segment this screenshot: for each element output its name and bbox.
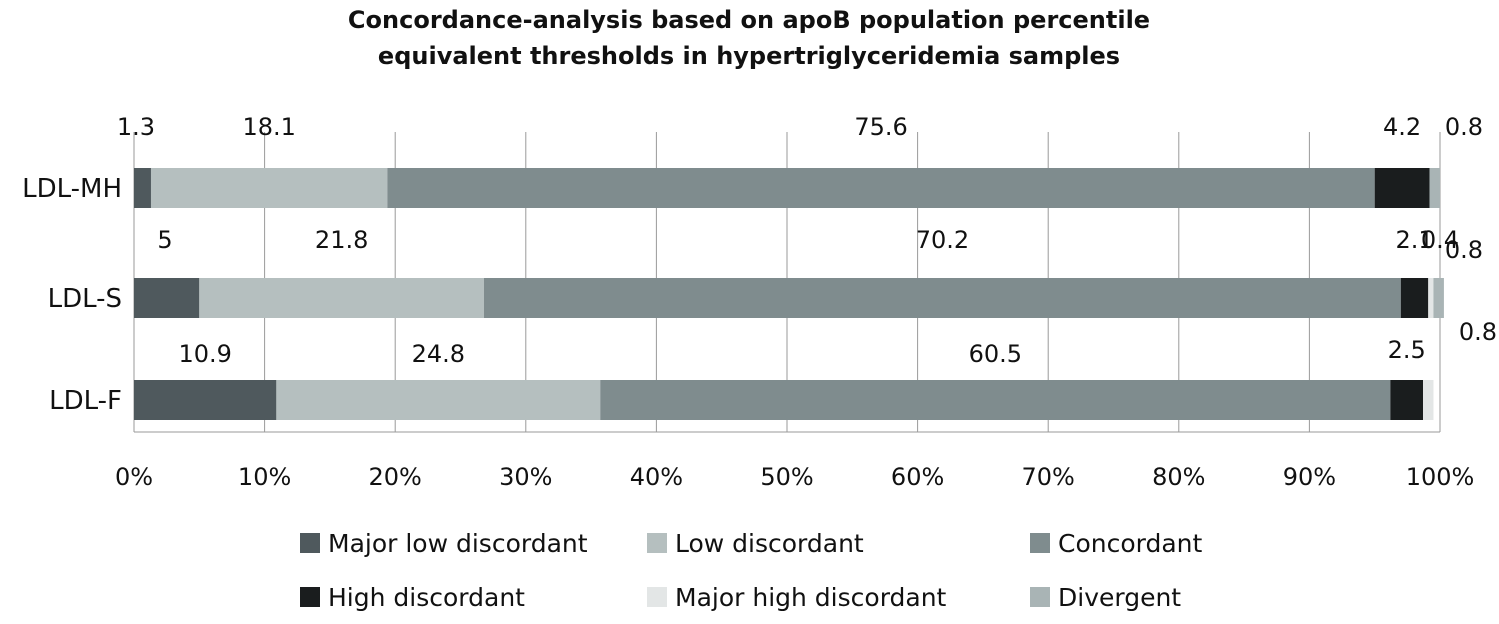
x-tick-label: 80% bbox=[1152, 463, 1205, 491]
x-tick-label: 10% bbox=[238, 463, 291, 491]
legend-swatch bbox=[647, 533, 667, 553]
x-tick-label: 100% bbox=[1406, 463, 1475, 491]
legend-item: Major low discordant bbox=[300, 529, 588, 558]
bar-segment bbox=[484, 278, 1401, 318]
category-label: LDL-F bbox=[49, 386, 122, 416]
bar-segment bbox=[1428, 278, 1434, 318]
legend-item: Concordant bbox=[1030, 529, 1203, 558]
legend-label: High discordant bbox=[328, 583, 525, 612]
data-label: 0.8 bbox=[1445, 113, 1483, 141]
bar-segment bbox=[199, 278, 485, 318]
data-label: 70.2 bbox=[916, 226, 969, 254]
x-tick-label: 0% bbox=[115, 463, 153, 491]
legend-item: High discordant bbox=[300, 583, 525, 612]
x-tick-label: 20% bbox=[369, 463, 422, 491]
chart-title-line: equivalent thresholds in hypertriglyceri… bbox=[378, 42, 1120, 70]
data-label: 0.4 bbox=[1421, 226, 1459, 254]
legend-label: Major high discordant bbox=[675, 583, 947, 612]
bar-segment bbox=[1390, 380, 1424, 420]
x-tick-label: 60% bbox=[891, 463, 944, 491]
legend-swatch bbox=[300, 587, 320, 607]
data-label: 2.1 bbox=[1395, 226, 1433, 254]
bar-segment bbox=[134, 168, 151, 208]
data-label: 4.2 bbox=[1383, 113, 1421, 141]
legend-label: Major low discordant bbox=[328, 529, 588, 558]
legend-swatch bbox=[1030, 587, 1050, 607]
data-label: 0.8 bbox=[1459, 318, 1497, 346]
bar-segment bbox=[600, 380, 1391, 420]
data-label: 1.3 bbox=[117, 113, 155, 141]
category-label: LDL-S bbox=[48, 284, 122, 314]
bar-segment bbox=[1429, 168, 1440, 208]
data-label: 60.5 bbox=[969, 340, 1022, 368]
legend-label: Low discordant bbox=[675, 529, 864, 558]
x-tick-label: 30% bbox=[499, 463, 552, 491]
bar-segment bbox=[134, 278, 200, 318]
x-tick-label: 90% bbox=[1283, 463, 1336, 491]
bar-segment bbox=[276, 380, 601, 420]
data-label: 2.5 bbox=[1388, 336, 1426, 364]
legend-label: Concordant bbox=[1058, 529, 1203, 558]
data-label: 21.8 bbox=[315, 226, 368, 254]
legend-swatch bbox=[300, 533, 320, 553]
bar-segment bbox=[387, 168, 1375, 208]
bar-segment bbox=[1400, 278, 1429, 318]
legend-swatch bbox=[647, 587, 667, 607]
data-label: 75.6 bbox=[854, 113, 907, 141]
bar-segment bbox=[150, 168, 388, 208]
category-label: LDL-MH bbox=[22, 174, 122, 204]
x-tick-label: 40% bbox=[630, 463, 683, 491]
bar-segment bbox=[1423, 380, 1434, 420]
legend-swatch bbox=[1030, 533, 1050, 553]
data-label: 10.9 bbox=[178, 340, 231, 368]
bar-segment bbox=[134, 380, 277, 420]
x-tick-label: 70% bbox=[1022, 463, 1075, 491]
legend-label: Divergent bbox=[1058, 583, 1181, 612]
bar-segment bbox=[1433, 278, 1444, 318]
data-label: 18.1 bbox=[242, 113, 295, 141]
legend-item: Low discordant bbox=[647, 529, 864, 558]
legend-item: Divergent bbox=[1030, 583, 1181, 612]
data-label: 0.8 bbox=[1445, 236, 1483, 264]
data-label: 24.8 bbox=[412, 340, 465, 368]
chart-title-line: Concordance-analysis based on apoB popul… bbox=[348, 6, 1150, 34]
bar-segment bbox=[1374, 168, 1430, 208]
data-label: 5 bbox=[157, 226, 172, 254]
x-tick-label: 50% bbox=[760, 463, 813, 491]
legend-item: Major high discordant bbox=[647, 583, 947, 612]
